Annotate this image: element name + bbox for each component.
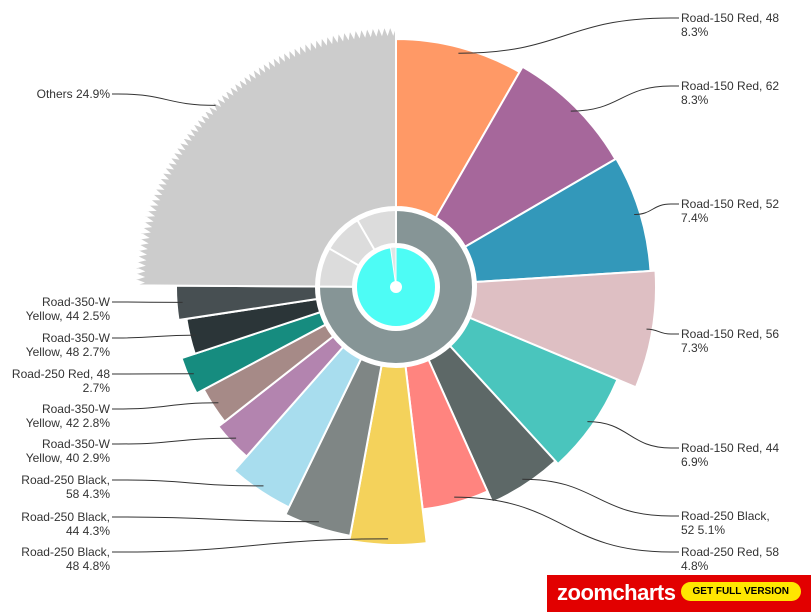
slice-label-line: Road-250 Black, <box>681 509 770 523</box>
slice-label-line: Road-250 Black, <box>21 545 110 559</box>
slice-label-line: Yellow, 48 2.7% <box>26 345 111 359</box>
slice-label-road-150-red-44: Road-150 Red, 44 6.9% <box>681 441 779 469</box>
slice-label-road-150-red-62: Road-150 Red, 62 8.3% <box>681 79 779 107</box>
slice-label-line: Yellow, 44 2.5% <box>26 309 111 323</box>
slice-road-150-red-44[interactable] <box>448 316 619 466</box>
slice-others[interactable] <box>131 22 397 288</box>
slice-label-line: Road-250 Black, <box>21 510 110 524</box>
slice-label-line: Road-150 Red, 44 <box>681 441 779 455</box>
slice-labels: Road-150 Red, 48 8.3%Road-150 Red, 62 8.3%… <box>12 11 779 573</box>
center-dot <box>390 281 402 293</box>
slice-road-250-black-58[interactable] <box>232 345 363 509</box>
leader-line-road-150-red-48 <box>458 17 679 54</box>
slice-label-line: Road-150 Red, 62 <box>681 79 779 93</box>
slice-label-road-250-red-58: Road-250 Red, 58 4.8% <box>681 545 779 573</box>
slice-label-road-150-red-48: Road-150 Red, 48 8.3% <box>681 11 779 39</box>
slice-label-line: Yellow, 42 2.8% <box>26 416 111 430</box>
slice-label-line: 58 4.3% <box>66 487 110 501</box>
slice-label-line: Yellow, 40 2.9% <box>26 451 111 465</box>
slice-label-line: Road-250 Red, 58 <box>681 545 779 559</box>
leader-line-road-150-red-52 <box>634 203 679 215</box>
slice-label-road-150-red-52: Road-150 Red, 52 7.4% <box>681 197 779 225</box>
slice-label-line: Road-150 Red, 52 <box>681 197 779 211</box>
slice-label-line: Road-250 Red, 48 <box>12 367 110 381</box>
slice-label-line: 8.3% <box>681 93 709 107</box>
outer-ring <box>131 22 657 546</box>
leader-line-road-150-red-62 <box>570 85 679 112</box>
slice-label-road-350-w-yellow-44: Road-350-W Yellow, 44 2.5% <box>26 295 111 323</box>
inner-ring-segment-1[interactable] <box>317 208 474 365</box>
leader-lines <box>112 17 679 553</box>
slice-label-road-250-red-48: Road-250 Red, 48 2.7% <box>12 367 110 395</box>
leader-line-road-250-black-44 <box>112 516 319 523</box>
slice-label-line: Road-350-W <box>42 402 111 416</box>
slice-label-line: Others 24.9% <box>37 87 111 101</box>
slice-label-road-250-black-44: Road-250 Black, 44 4.3% <box>21 510 110 538</box>
slice-label-line: 52 5.1% <box>681 523 725 537</box>
slice-road-250-black-52[interactable] <box>427 344 557 504</box>
slice-label-line: Road-150 Red, 48 <box>681 11 779 25</box>
center-disc <box>355 246 437 328</box>
slice-label-road-250-black-52: Road-250 Black, 52 5.1% <box>681 509 770 537</box>
leader-line-road-350-w-yellow-48 <box>112 334 196 339</box>
slice-label-line: Road-250 Black, <box>21 473 110 487</box>
slice-label-line: Road-350-W <box>42 295 111 309</box>
inner-ring-segment-2[interactable] <box>317 208 397 288</box>
leader-line-road-250-black-52 <box>522 478 679 517</box>
slice-label-road-350-w-yellow-42: Road-350-W Yellow, 42 2.8% <box>26 402 111 430</box>
inner-ring <box>317 208 474 365</box>
slice-label-road-250-black-48: Road-250 Black, 48 4.8% <box>21 545 110 573</box>
slice-label-line: 48 4.8% <box>66 559 110 573</box>
inner-ring-divider-2 <box>328 247 360 267</box>
slice-label-line: 7.4% <box>681 211 709 225</box>
leader-line-others <box>112 93 216 106</box>
slice-label-line: Road-150 Red, 56 <box>681 327 779 341</box>
leader-line-road-350-w-yellow-42 <box>112 402 219 410</box>
slice-label-line: 6.9% <box>681 455 709 469</box>
slice-label-line: 7.3% <box>681 341 709 355</box>
slice-road-250-black-44[interactable] <box>284 357 383 537</box>
slice-label-line: 44 4.3% <box>66 524 110 538</box>
slice-label-road-350-w-yellow-40: Road-350-W Yellow, 40 2.9% <box>26 437 111 465</box>
slice-label-line: 8.3% <box>681 25 709 39</box>
leader-line-road-350-w-yellow-40 <box>112 437 237 445</box>
slice-label-road-350-w-yellow-48: Road-350-W Yellow, 48 2.7% <box>26 331 111 359</box>
slice-label-road-150-red-56: Road-150 Red, 56 7.3% <box>681 327 779 355</box>
leader-line-road-250-red-58 <box>454 496 679 553</box>
leader-line-road-250-black-48 <box>112 538 389 553</box>
leader-line-road-150-red-44 <box>587 421 679 449</box>
slice-label-line: 2.7% <box>83 381 111 395</box>
inner-ring-divider-1 <box>356 219 376 251</box>
slice-road-250-black-48[interactable] <box>348 364 428 546</box>
zoomcharts-banner[interactable]: zoomcharts GET FULL VERSION <box>547 575 811 612</box>
zoomcharts-logo: zoomcharts <box>557 580 676 605</box>
slice-label-others: Others 24.9% <box>37 87 111 101</box>
slice-label-line: 4.8% <box>681 559 709 573</box>
slice-label-road-250-black-58: Road-250 Black, 58 4.3% <box>21 473 110 501</box>
leader-line-road-250-black-58 <box>112 479 264 487</box>
slice-road-150-red-56[interactable] <box>468 269 657 389</box>
slice-label-line: Road-350-W <box>42 437 111 451</box>
get-full-version-button[interactable]: GET FULL VERSION <box>680 582 801 601</box>
slice-label-line: Road-350-W <box>42 331 111 345</box>
leader-line-road-150-red-56 <box>646 328 679 335</box>
